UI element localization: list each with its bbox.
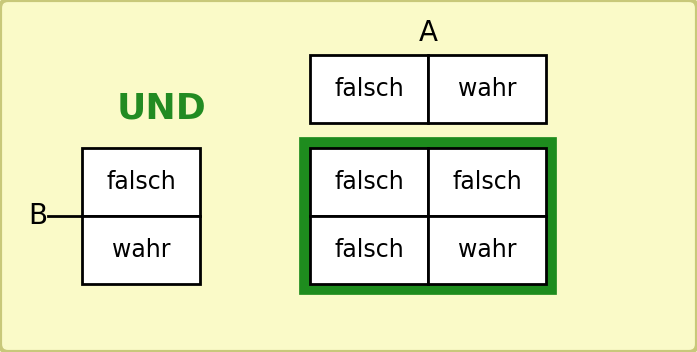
Text: falsch: falsch	[334, 170, 404, 194]
Bar	[428, 55, 546, 123]
Bar	[428, 216, 546, 284]
Bar	[82, 148, 200, 216]
Text: UND: UND	[117, 91, 207, 125]
Bar	[310, 216, 428, 284]
Bar	[304, 142, 552, 290]
Text: wahr: wahr	[458, 77, 516, 101]
Text: wahr: wahr	[112, 238, 170, 262]
Bar	[82, 216, 200, 284]
Text: wahr: wahr	[458, 238, 516, 262]
Text: falsch: falsch	[334, 77, 404, 101]
Bar	[310, 55, 428, 123]
Text: falsch: falsch	[334, 238, 404, 262]
Bar	[428, 148, 546, 216]
Text: A: A	[418, 19, 438, 47]
Bar	[310, 148, 428, 216]
Text: falsch: falsch	[452, 170, 522, 194]
Text: falsch: falsch	[106, 170, 176, 194]
Text: B: B	[29, 202, 47, 230]
